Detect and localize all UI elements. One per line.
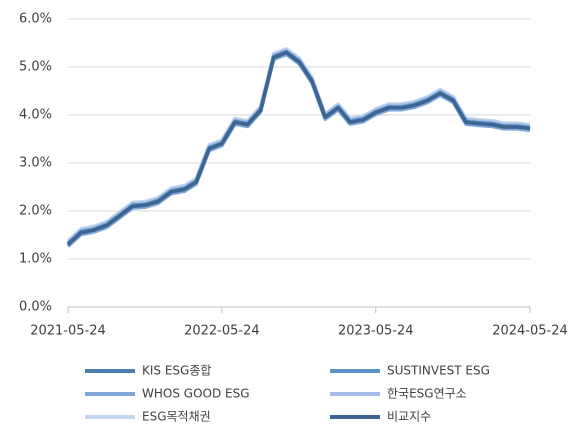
legend-label: SUSTINVEST ESG (387, 364, 490, 378)
y-tick-label: 5.0% (19, 60, 52, 75)
legend-label: KIS ESG종합 (142, 364, 211, 378)
legend-label: ESG목적채권 (142, 410, 211, 424)
series-line (66, 49, 531, 245)
series-line (66, 48, 531, 244)
x-tick-label: 2022-05-24 (184, 324, 260, 339)
y-tick-label: 1.0% (19, 252, 52, 267)
y-tick-label: 4.0% (19, 108, 52, 123)
y-tick-label: 2.0% (19, 204, 52, 219)
x-tick-label: 2024-05-24 (492, 324, 568, 339)
legend-label: 비교지수 (387, 410, 431, 424)
y-tick-label: 6.0% (19, 12, 52, 27)
legend-label: WHOS GOOD ESG (142, 387, 250, 401)
series-line (66, 47, 531, 243)
x-tick-label: 2023-05-24 (338, 324, 414, 339)
series-line (66, 50, 531, 246)
legend-label: 한국ESG연구소 (387, 387, 467, 401)
y-tick-label: 0.0% (19, 300, 52, 315)
series-line (66, 52, 531, 248)
series-line (66, 50, 531, 246)
y-tick-label: 3.0% (19, 156, 52, 171)
x-tick-label: 2021-05-24 (30, 324, 106, 339)
